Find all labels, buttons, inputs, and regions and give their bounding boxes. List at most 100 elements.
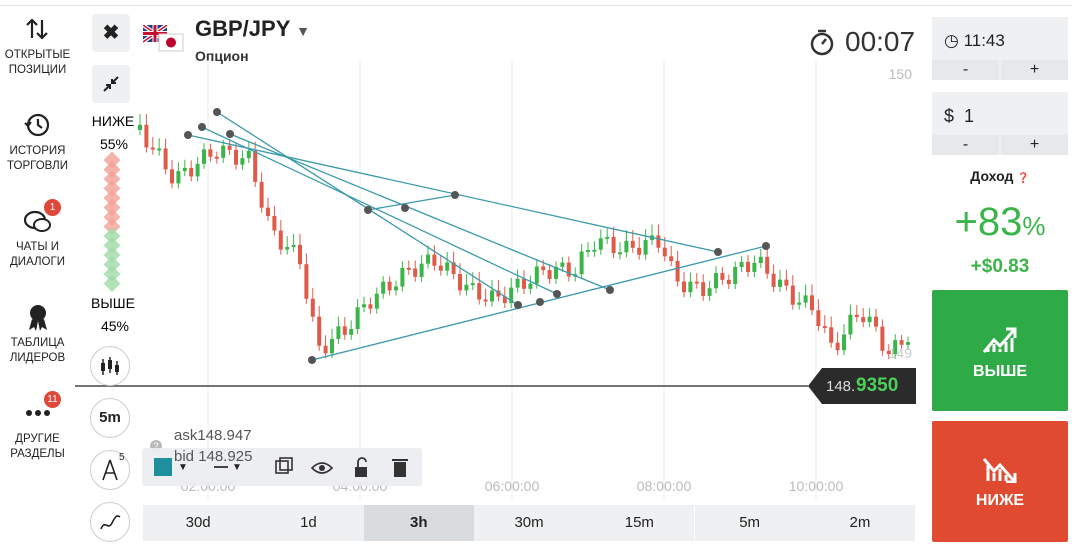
close-button[interactable]: ✖ bbox=[92, 14, 130, 52]
candle-body bbox=[342, 326, 347, 335]
candle-body bbox=[752, 262, 757, 272]
sidebar-label: ЧАТЫ И bbox=[15, 241, 60, 253]
currency: $ bbox=[944, 106, 955, 126]
candle-body bbox=[771, 273, 776, 287]
chart: 02:00:00 04:00:00 06:00:00 08:00:00 10:00:00… bbox=[75, 60, 916, 500]
timeframe[interactable]: 15m bbox=[584, 505, 695, 541]
time-label: 06:00:00 bbox=[485, 478, 540, 494]
candle-body bbox=[726, 279, 731, 285]
sidebar-label: ТОРГОВЛИ bbox=[6, 160, 68, 172]
candle-body bbox=[592, 249, 597, 252]
candle-body bbox=[707, 288, 712, 296]
sidebar-item[interactable]: ОТКРЫТЫЕ ПОЗИЦИИ bbox=[0, 14, 75, 78]
trend-lines bbox=[187, 111, 767, 361]
badge: 11 bbox=[44, 391, 61, 408]
bid-label: bid bbox=[174, 448, 195, 465]
color-swatch[interactable] bbox=[154, 458, 172, 476]
candle-body bbox=[534, 266, 539, 284]
candle-body bbox=[176, 171, 181, 184]
timeframe[interactable]: 30d bbox=[143, 505, 254, 541]
candle-body bbox=[189, 167, 194, 177]
timeframe[interactable]: 2m bbox=[804, 505, 916, 541]
amount-plus[interactable]: + bbox=[1001, 135, 1068, 155]
candle-body bbox=[368, 304, 373, 309]
flags bbox=[143, 25, 184, 52]
candle-body bbox=[240, 158, 245, 165]
candle-body bbox=[413, 268, 418, 277]
candle-body bbox=[202, 149, 206, 164]
indicator-icon bbox=[100, 515, 121, 530]
candle-body bbox=[470, 283, 475, 286]
time-minus[interactable]: - bbox=[932, 60, 999, 80]
sentiment-diamond bbox=[103, 275, 121, 292]
down-button[interactable]: НИЖЕ bbox=[932, 421, 1068, 542]
candle-body bbox=[221, 145, 226, 158]
timeframe[interactable]: 1d bbox=[253, 505, 364, 541]
candle-body bbox=[362, 304, 366, 308]
price-label: 150 bbox=[889, 66, 913, 82]
candle-body bbox=[298, 244, 302, 265]
candle-body bbox=[336, 326, 341, 339]
income-pct: +83% bbox=[932, 200, 1068, 245]
time-value: 11:43 bbox=[963, 31, 1005, 50]
candle-body bbox=[259, 181, 264, 208]
time-plus[interactable]: + bbox=[1001, 60, 1068, 80]
up-label: ВЫШЕ bbox=[91, 295, 135, 311]
sidebar-item[interactable]: ЧАТЫ И ДИАЛОГИ 1 bbox=[0, 199, 75, 270]
candle-body bbox=[490, 290, 494, 302]
candle-body bbox=[208, 149, 213, 157]
candle-body bbox=[419, 263, 424, 277]
timeframe[interactable]: 5m bbox=[694, 505, 805, 541]
candle-body bbox=[579, 251, 584, 275]
candle-body bbox=[144, 124, 149, 148]
info-icon[interactable]: ❓ bbox=[1017, 173, 1030, 184]
income-label-text: Доход bbox=[970, 168, 1014, 184]
candle-body bbox=[541, 266, 546, 271]
down-button-text: НИЖЕ bbox=[975, 492, 1025, 509]
sidebar-icon bbox=[23, 113, 49, 137]
down-pct: 55% bbox=[100, 136, 128, 152]
candle-body bbox=[285, 247, 290, 250]
amount-minus[interactable]: - bbox=[932, 135, 999, 155]
candle-body bbox=[874, 316, 878, 327]
candle-body bbox=[157, 148, 162, 151]
up-button-text: ВЫШЕ bbox=[973, 363, 1027, 380]
candle-body bbox=[426, 254, 430, 264]
income-value: +$0.83 bbox=[970, 256, 1030, 277]
pair-text: GBP/JPY bbox=[195, 16, 290, 41]
price-tag bbox=[808, 368, 916, 404]
time[interactable]: ◷ 11:43 bbox=[944, 31, 1005, 50]
candle-body bbox=[611, 236, 616, 254]
up-button[interactable]: ВЫШЕ bbox=[932, 290, 1068, 411]
candle-body bbox=[861, 317, 866, 323]
amount[interactable]: $ 1 bbox=[944, 106, 974, 127]
price-label: 149 bbox=[889, 345, 913, 361]
timeframe[interactable]: 3h bbox=[363, 505, 474, 541]
candle-body bbox=[803, 295, 808, 303]
chart-type-button[interactable] bbox=[90, 346, 130, 386]
line-style[interactable] bbox=[214, 466, 228, 468]
candle-body bbox=[694, 281, 699, 284]
candle-body bbox=[515, 278, 520, 288]
sidebar-item[interactable]: ИСТОРИЯ ТОРГОВЛИ bbox=[0, 110, 75, 174]
timeframe[interactable]: 30m bbox=[473, 505, 585, 541]
pair[interactable]: GBP/JPY ▼ bbox=[195, 16, 310, 42]
candle-body bbox=[464, 284, 469, 291]
indicators-button[interactable] bbox=[90, 502, 130, 542]
collapse-button[interactable] bbox=[92, 65, 130, 103]
sidebar-label: ЛИДЕРОВ bbox=[9, 352, 66, 364]
sidebar-item[interactable]: ДРУГИЕ РАЗДЕЛЫ 11 bbox=[0, 391, 75, 462]
income-pct-value: +83 bbox=[954, 200, 1023, 244]
candle-body bbox=[637, 247, 642, 255]
candle-body bbox=[406, 267, 411, 270]
tool-badge: 5 bbox=[119, 452, 125, 463]
candle-body bbox=[381, 281, 386, 294]
sidebar-label: ТАБЛИЦА bbox=[10, 337, 65, 349]
tools-button[interactable]: 5 bbox=[90, 450, 130, 490]
down-icon bbox=[982, 458, 1017, 484]
timer-icon bbox=[810, 29, 834, 56]
sidebar-item[interactable]: ТАБЛИЦА ЛИДЕРОВ bbox=[0, 302, 75, 366]
interval-button[interactable]: 5m bbox=[90, 398, 130, 438]
badge: 1 bbox=[44, 199, 61, 216]
toolbar-icons bbox=[275, 457, 408, 477]
